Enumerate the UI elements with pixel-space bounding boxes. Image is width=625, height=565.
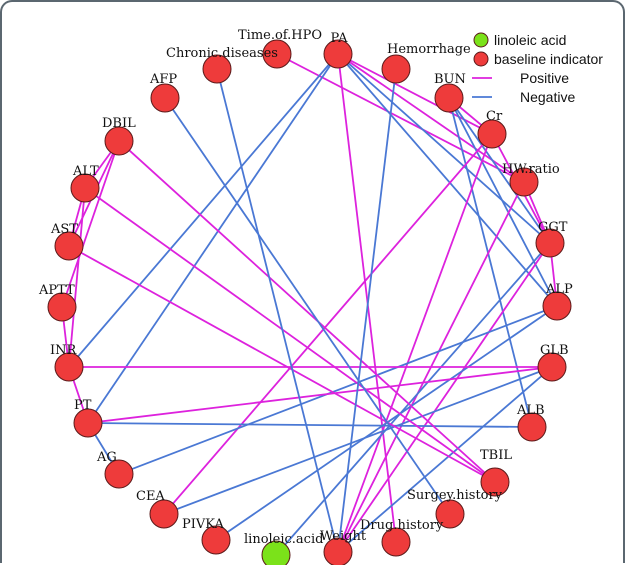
node-label-pt: PT xyxy=(74,398,92,413)
node-label-chronic-diseases: Chronic.diseases xyxy=(166,46,278,61)
edge-cr-cea xyxy=(163,133,493,515)
node-label-surgey-history: Surgey.history xyxy=(407,488,503,503)
node-alb xyxy=(517,412,547,442)
node-surgey-history xyxy=(435,499,465,529)
edge-tbil-alt xyxy=(84,187,496,483)
node-inr xyxy=(54,352,84,382)
node-label-alp: ALP xyxy=(545,282,573,297)
node-label-alt: ALT xyxy=(72,164,99,179)
edge-ggt-weight xyxy=(337,242,551,553)
edge-dbil-aptt xyxy=(61,140,120,308)
node-weight xyxy=(323,537,353,565)
edge-pa-inr xyxy=(68,53,339,368)
node-dbil xyxy=(104,126,134,156)
node-label-time-of-hpo: Time.of.HPO xyxy=(238,28,322,43)
legend-baseline-label: baseline indicator xyxy=(494,51,603,67)
node-label-ggt: GGT xyxy=(538,220,568,235)
node-label-aptt: APTT xyxy=(38,283,75,298)
node-label-drug-history: Drug.history xyxy=(360,518,444,533)
node-label-ast: AST xyxy=(50,222,78,237)
legend-positive-label: Positive xyxy=(520,70,569,86)
node-layer xyxy=(47,39,572,565)
label-layer: PA Hemorrhage BUN Cr HW.ratio GGT ALP GLB ALB TBI… xyxy=(38,28,573,547)
node-label-cr: Cr xyxy=(486,109,503,124)
edge-alb-pt xyxy=(87,422,533,428)
node-cea xyxy=(149,499,179,529)
legend-linoleic-marker xyxy=(473,32,489,48)
edge-pa-ggt xyxy=(337,53,551,244)
node-label-ag: AG xyxy=(96,450,117,465)
edge-tbil-dbil xyxy=(118,140,496,483)
node-label-pivka: PIVKA xyxy=(182,517,224,532)
node-alp xyxy=(542,291,572,321)
node-label-hw-ratio: HW.ratio xyxy=(502,162,560,177)
node-label-pa: PA xyxy=(331,31,349,46)
edge-ggt-linoleic-acid xyxy=(275,242,551,556)
edge-pa-pt xyxy=(87,53,339,424)
node-chronic-diseases xyxy=(202,54,232,84)
node-label-afp: AFP xyxy=(149,72,177,87)
node-hw-ratio xyxy=(509,167,539,197)
node-time-of-hpo xyxy=(262,39,292,69)
edge-glb-weight xyxy=(337,366,553,553)
node-label-weight: Weight xyxy=(320,529,367,544)
node-aptt xyxy=(47,292,77,322)
node-label-cea: CEA xyxy=(136,489,165,504)
edge-pa-alp xyxy=(337,53,558,307)
legend-linoleic-label: linoleic acid xyxy=(494,32,566,48)
edge-alp-pivka xyxy=(215,305,558,541)
edge-afp-surgey-history xyxy=(164,97,451,515)
legend-negative-label: Negative xyxy=(520,89,575,105)
node-label-alb: ALB xyxy=(516,403,545,418)
node-label-glb: GLB xyxy=(540,343,569,358)
edge-glb-cea xyxy=(163,366,553,515)
node-linoleic-acid xyxy=(261,540,291,565)
node-tbil xyxy=(480,467,510,497)
legend: linoleic acid baseline indicator Positiv… xyxy=(472,32,603,105)
edge-chronic-diseases-weight xyxy=(216,68,339,553)
node-ggt xyxy=(535,228,565,258)
legend-baseline-marker xyxy=(473,51,489,67)
edge-pa-drug-history xyxy=(337,53,397,543)
edge-pa-cr xyxy=(337,53,493,135)
edge-cr-weight xyxy=(337,133,493,553)
node-glb xyxy=(537,352,567,382)
node-bun xyxy=(434,83,464,113)
node-label-linoleic-acid: linoleic.acid xyxy=(244,532,323,547)
edge-hemorrhage-weight xyxy=(337,68,397,553)
edge-bun-alp xyxy=(448,97,558,307)
node-label-tbil: TBIL xyxy=(480,448,512,463)
node-pt xyxy=(73,408,103,438)
node-label-bun: BUN xyxy=(434,72,466,87)
edge-alt-inr xyxy=(68,187,86,368)
node-drug-history xyxy=(381,527,411,557)
node-cr xyxy=(477,119,507,149)
edge-glb-pt xyxy=(87,366,553,424)
node-ast xyxy=(54,231,84,261)
edge-alp-ag xyxy=(118,305,558,475)
edge-bun-alb xyxy=(448,97,533,428)
node-afp xyxy=(150,83,180,113)
node-pa xyxy=(323,39,353,69)
edge-bun-ggt xyxy=(448,97,551,244)
node-label-dbil: DBIL xyxy=(102,116,136,131)
node-alt xyxy=(70,173,100,203)
node-hemorrhage xyxy=(381,54,411,84)
node-label-hemorrhage: Hemorrhage xyxy=(387,42,471,57)
node-pivka xyxy=(201,525,231,555)
node-ag xyxy=(104,459,134,489)
node-label-inr: INR xyxy=(50,343,78,358)
edge-tbil-ast xyxy=(68,245,496,483)
